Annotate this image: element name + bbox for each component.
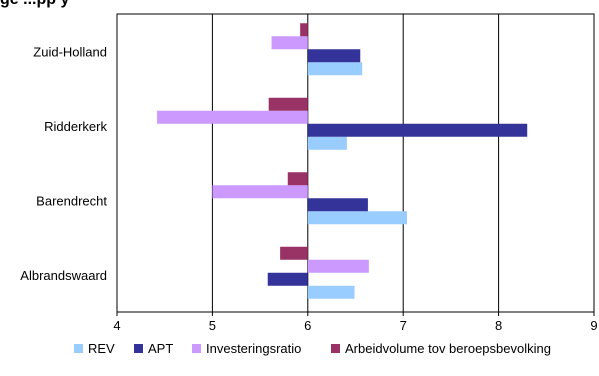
bar-barendrecht-investeringsratio [212, 185, 308, 199]
chart-title-partial: ge ...pp y [0, 0, 69, 9]
bar-ridderkerk-arbeidvolume-tov-beroepsbevolking [268, 97, 308, 111]
category-label-barendrecht: Barendrecht [36, 193, 107, 208]
category-label-ridderkerk: Ridderkerk [44, 119, 107, 134]
tick-label-6: 6 [304, 318, 311, 333]
bar-barendrecht-arbeidvolume-tov-beroepsbevolking [287, 172, 308, 186]
legend-label-rev: REV [88, 341, 115, 356]
legend-label-arbeidvolume-tov-beroepsbevolking: Arbeidvolume tov beroepsbevolking [345, 341, 551, 356]
category-labels: Zuid-Holland Ridderkerk Barendrecht Albrand… [20, 44, 107, 283]
bar-zuid-holland-rev [307, 62, 363, 76]
legend-swatch-apt [134, 344, 143, 353]
tick-label-8: 8 [495, 318, 502, 333]
tick-label-7: 7 [400, 318, 407, 333]
bar-zuid-holland-investeringsratio [271, 36, 308, 50]
bars [157, 23, 528, 299]
legend-swatch-investeringsratio [192, 344, 201, 353]
category-label-albrandswaard: Albrandswaard [20, 268, 107, 283]
tick-label-4: 4 [113, 318, 120, 333]
bar-ridderkerk-investeringsratio [157, 110, 308, 124]
bar-albrandswaard-rev [307, 285, 355, 299]
plot-area-border [116, 13, 595, 313]
bar-zuid-holland-arbeidvolume-tov-beroepsbevolking [300, 23, 308, 37]
bar-zuid-holland-apt [307, 49, 361, 63]
bar-ridderkerk-apt [307, 123, 528, 137]
bar-barendrecht-rev [307, 211, 408, 225]
bar-albrandswaard-arbeidvolume-tov-beroepsbevolking [280, 246, 308, 260]
legend-swatch-arbeidvolume-tov-beroepsbevolking [331, 344, 340, 353]
bar-albrandswaard-apt [267, 272, 308, 286]
category-label-zuid-holland: Zuid-Holland [33, 44, 107, 59]
legend-label-apt: APT [148, 341, 173, 356]
axis-ticks: 4 5 6 7 8 9 [113, 312, 598, 333]
tick-label-5: 5 [209, 318, 216, 333]
tick-label-9: 9 [590, 318, 597, 333]
bar-albrandswaard-investeringsratio [307, 259, 369, 273]
bar-ridderkerk-rev [307, 136, 347, 150]
bar-barendrecht-apt [307, 198, 368, 212]
legend: REV APT Investeringsratio Arbeidvolume tov … [74, 341, 551, 356]
legend-swatch-rev [74, 344, 83, 353]
legend-label-investeringsratio: Investeringsratio [206, 341, 301, 356]
